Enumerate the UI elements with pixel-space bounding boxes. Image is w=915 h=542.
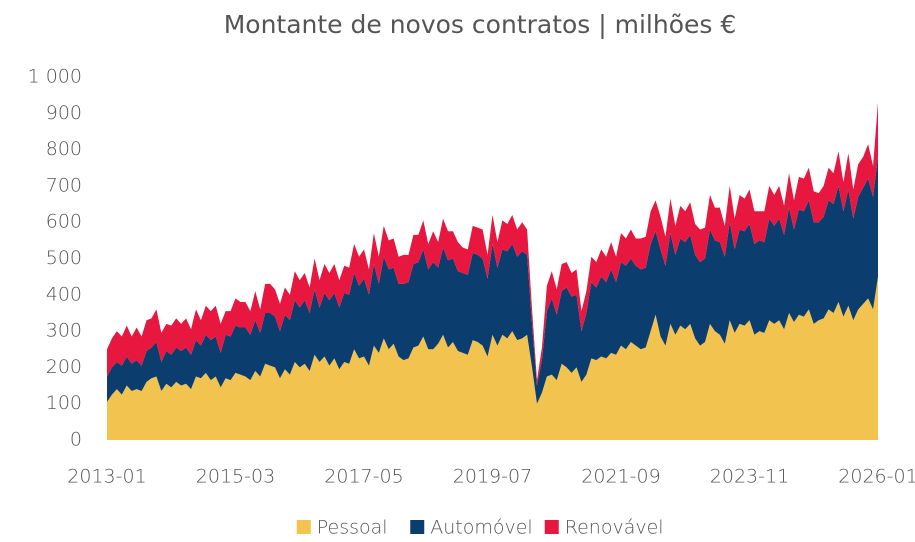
y-tick-label: 800: [46, 138, 82, 160]
x-tick-label: 2023-11: [710, 466, 789, 488]
y-tick-label: 400: [46, 283, 82, 305]
y-tick-label: 600: [46, 211, 82, 233]
area: [107, 156, 878, 404]
y-tick-label: 500: [46, 247, 82, 269]
x-tick-label: 2019-07: [453, 466, 532, 488]
x-tick-label: 2021-09: [581, 466, 660, 488]
y-tick-label: 700: [46, 174, 82, 196]
y-tick-label: 300: [46, 320, 82, 342]
x-tick-label: 2026-01: [838, 466, 915, 488]
legend-swatch: [296, 520, 311, 534]
y-tick-label: 1 000: [28, 66, 82, 88]
legend-swatch: [544, 520, 559, 534]
legend-label: Automóvel: [430, 517, 532, 539]
area: [107, 102, 878, 386]
legend-label: Renovável: [565, 517, 664, 539]
x-tick-label: 2015-03: [196, 466, 275, 488]
area: [107, 276, 878, 440]
legend-swatch: [410, 520, 425, 534]
y-tick-label: 100: [46, 392, 82, 414]
chart-title: Montante de novos contratos | milhões €: [224, 10, 737, 39]
y-tick-label: 0: [70, 429, 82, 451]
y-tick-label: 900: [46, 102, 82, 124]
y-tick-label: 200: [46, 356, 82, 378]
x-tick-label: 2017-05: [324, 466, 403, 488]
legend-label: Pessoal: [317, 517, 388, 539]
x-tick-label: 2013-01: [67, 466, 146, 488]
